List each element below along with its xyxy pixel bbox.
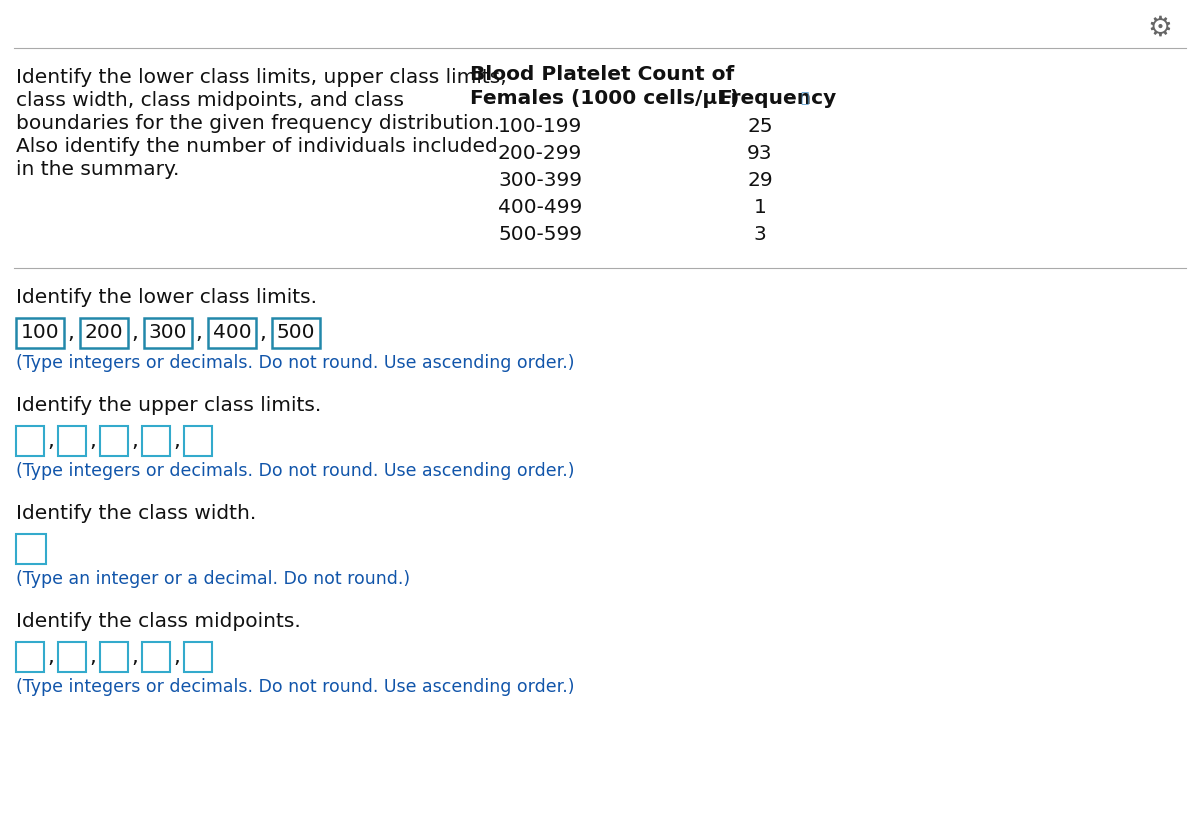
Text: class width, class midpoints, and class: class width, class midpoints, and class — [16, 91, 404, 110]
Text: Blood Platelet Count of: Blood Platelet Count of — [470, 65, 734, 84]
Text: ,: , — [194, 323, 202, 343]
Text: 100-199: 100-199 — [498, 117, 582, 136]
Text: ⧈: ⧈ — [800, 91, 809, 105]
FancyBboxPatch shape — [58, 642, 86, 672]
Text: ,: , — [131, 323, 138, 343]
Text: 3: 3 — [754, 225, 767, 244]
Text: Frequency: Frequency — [718, 89, 836, 108]
FancyBboxPatch shape — [142, 426, 170, 456]
Text: ,: , — [259, 323, 266, 343]
Text: 500-599: 500-599 — [498, 225, 582, 244]
Text: 300: 300 — [149, 324, 187, 343]
Text: ,: , — [131, 647, 138, 667]
Text: ,: , — [173, 431, 180, 451]
FancyBboxPatch shape — [16, 318, 64, 348]
FancyBboxPatch shape — [80, 318, 128, 348]
Text: ,: , — [131, 431, 138, 451]
Text: 300-399: 300-399 — [498, 171, 582, 190]
Text: Also identify the number of individuals included: Also identify the number of individuals … — [16, 137, 498, 156]
FancyBboxPatch shape — [16, 534, 46, 564]
Text: (Type integers or decimals. Do not round. Use ascending order.): (Type integers or decimals. Do not round… — [16, 678, 575, 696]
FancyBboxPatch shape — [16, 426, 44, 456]
FancyBboxPatch shape — [16, 642, 44, 672]
Text: ,: , — [47, 647, 54, 667]
Text: 400: 400 — [212, 324, 251, 343]
Text: 29: 29 — [748, 171, 773, 190]
Text: 500: 500 — [277, 324, 316, 343]
Text: ⚙: ⚙ — [1147, 14, 1172, 42]
Text: ,: , — [89, 431, 96, 451]
Text: 25: 25 — [748, 117, 773, 136]
Text: 200: 200 — [85, 324, 124, 343]
Text: Identify the class midpoints.: Identify the class midpoints. — [16, 612, 301, 631]
Text: ,: , — [47, 431, 54, 451]
Text: Identify the lower class limits, upper class limits,: Identify the lower class limits, upper c… — [16, 68, 506, 87]
Text: 93: 93 — [748, 144, 773, 163]
Text: 100: 100 — [20, 324, 59, 343]
FancyBboxPatch shape — [58, 426, 86, 456]
Text: 200-299: 200-299 — [498, 144, 582, 163]
FancyBboxPatch shape — [184, 642, 212, 672]
Text: boundaries for the given frequency distribution.: boundaries for the given frequency distr… — [16, 114, 500, 133]
Text: 400-499: 400-499 — [498, 198, 582, 217]
FancyBboxPatch shape — [208, 318, 256, 348]
Text: in the summary.: in the summary. — [16, 160, 179, 179]
Text: Identify the class width.: Identify the class width. — [16, 504, 257, 523]
FancyBboxPatch shape — [100, 642, 128, 672]
Text: ,: , — [67, 323, 74, 343]
FancyBboxPatch shape — [144, 318, 192, 348]
Text: 1: 1 — [754, 198, 767, 217]
Text: (Type integers or decimals. Do not round. Use ascending order.): (Type integers or decimals. Do not round… — [16, 354, 575, 372]
FancyBboxPatch shape — [272, 318, 320, 348]
FancyBboxPatch shape — [184, 426, 212, 456]
FancyBboxPatch shape — [142, 642, 170, 672]
Text: Identify the lower class limits.: Identify the lower class limits. — [16, 288, 317, 307]
FancyBboxPatch shape — [100, 426, 128, 456]
Text: ,: , — [173, 647, 180, 667]
Text: Identify the upper class limits.: Identify the upper class limits. — [16, 396, 322, 415]
Text: (Type integers or decimals. Do not round. Use ascending order.): (Type integers or decimals. Do not round… — [16, 462, 575, 480]
Text: (Type an integer or a decimal. Do not round.): (Type an integer or a decimal. Do not ro… — [16, 570, 410, 588]
Text: ,: , — [89, 647, 96, 667]
Text: Females (1000 cells/μL): Females (1000 cells/μL) — [470, 89, 739, 108]
